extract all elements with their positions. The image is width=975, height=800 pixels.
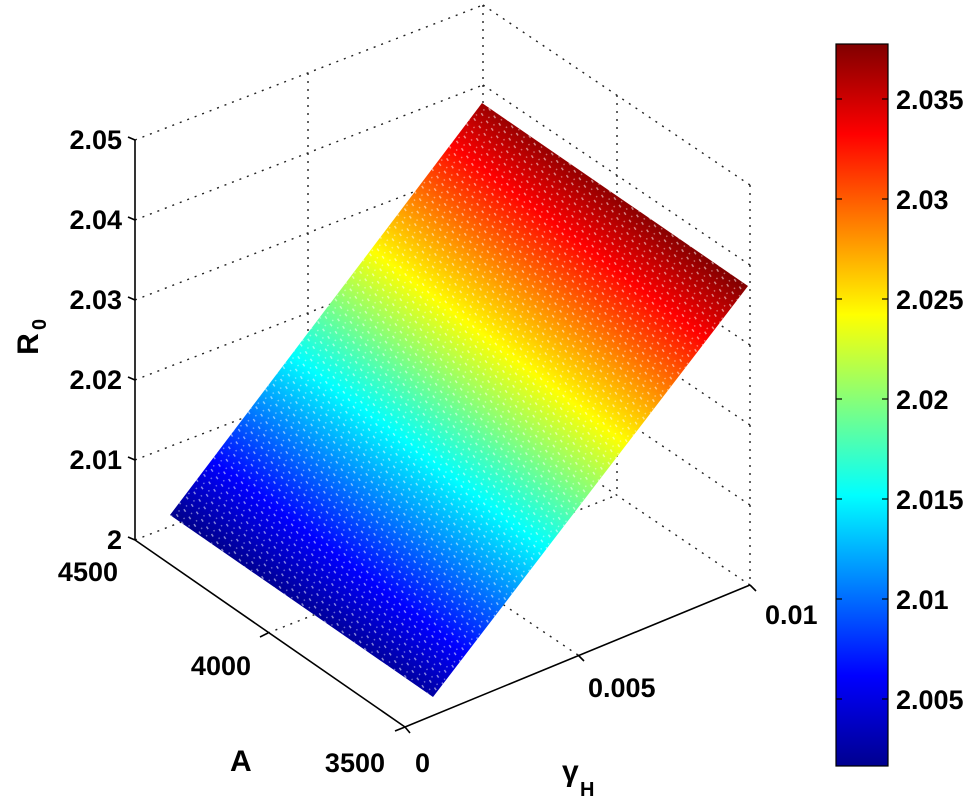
- a-tick-labels: 4500 4000 3500: [58, 557, 385, 778]
- colorbar-tick-labels: 2.035 2.03 2.025 2.02 2.015 2.01 2.005: [896, 85, 964, 715]
- z-tick-labels: 2.05 2.04 2.03 2.02 2.01 2: [69, 125, 122, 555]
- surface: [170, 103, 748, 697]
- svg-text:2.025: 2.025: [896, 285, 964, 315]
- gamma-axis-label: γ H: [562, 755, 594, 800]
- z-tick-2.02: 2.02: [69, 365, 122, 395]
- svg-text:2.005: 2.005: [896, 685, 964, 715]
- gamma-tick-labels: 0 0.005 0.01: [415, 600, 818, 778]
- axes: [127, 136, 757, 734]
- svg-text:2.01: 2.01: [896, 585, 949, 615]
- z-tick-2: 2: [107, 525, 122, 555]
- a-tick-3500: 3500: [325, 748, 385, 778]
- gamma-tick-0.01: 0.01: [765, 600, 818, 630]
- svg-text:2.03: 2.03: [896, 185, 949, 215]
- gamma-axis-line: [404, 584, 751, 728]
- z-axis-label: R 0: [12, 319, 51, 355]
- z-tick-2.05: 2.05: [69, 125, 122, 155]
- svg-text:2.015: 2.015: [896, 485, 964, 515]
- svg-text:H: H: [580, 779, 594, 800]
- svg-text:2.035: 2.035: [896, 85, 964, 115]
- z-tick-2.03: 2.03: [69, 285, 122, 315]
- a-axis-line: [134, 539, 406, 728]
- a-tick-4500: 4500: [58, 557, 118, 587]
- z-tick-2.01: 2.01: [69, 445, 122, 475]
- svg-text:2.02: 2.02: [896, 385, 949, 415]
- a-axis-label: A: [230, 745, 252, 778]
- gamma-tick-0: 0: [415, 748, 430, 778]
- svg-text:0: 0: [29, 319, 51, 330]
- svg-text:γ: γ: [562, 755, 579, 788]
- colorbar: 2.035 2.03 2.025 2.02 2.015 2.01 2.005: [835, 43, 964, 767]
- z-tick-2.04: 2.04: [69, 205, 122, 235]
- a-tick-4000: 4000: [191, 651, 251, 681]
- svg-text:R: R: [12, 333, 45, 355]
- gamma-tick-0.005: 0.005: [588, 673, 656, 703]
